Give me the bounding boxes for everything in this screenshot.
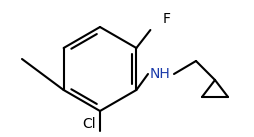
Text: Cl: Cl [82,117,96,131]
Text: NH: NH [149,67,170,81]
Text: F: F [162,12,170,26]
